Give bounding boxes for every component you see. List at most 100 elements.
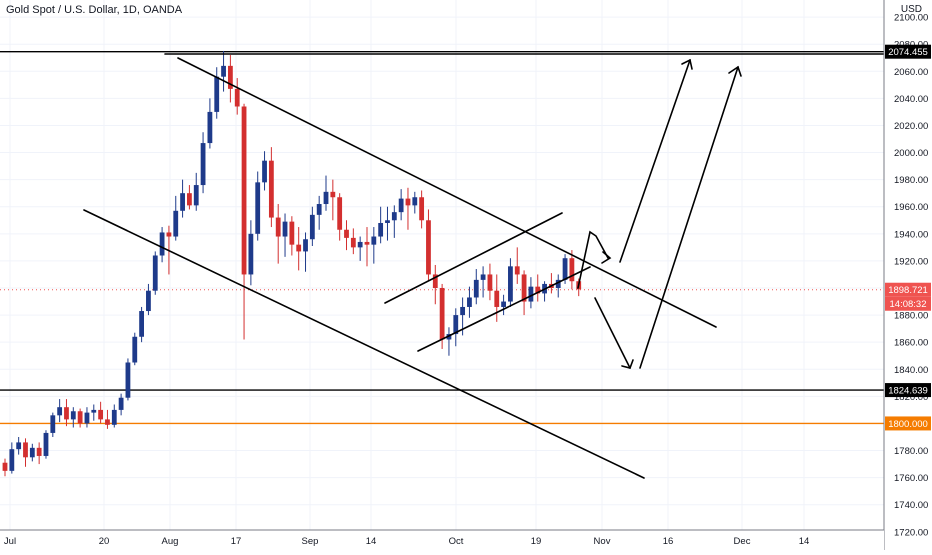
price-axis-background bbox=[884, 0, 932, 550]
price-tick-label: 1720.00 bbox=[894, 527, 928, 538]
candle-down bbox=[64, 407, 69, 420]
candle-up bbox=[9, 449, 15, 471]
candle-up bbox=[412, 197, 418, 206]
flag-upper-line bbox=[384, 212, 563, 304]
candle-up bbox=[84, 412, 90, 424]
price-tick-label: 1740.00 bbox=[894, 500, 928, 511]
price-tick-label: 1880.00 bbox=[894, 311, 928, 322]
time-tick-label: Jul bbox=[4, 536, 16, 547]
candle-down bbox=[419, 197, 425, 221]
arrow-up-target-2 bbox=[639, 66, 739, 369]
candle-up bbox=[132, 336, 138, 363]
candle-up bbox=[50, 415, 56, 433]
candle-down bbox=[234, 88, 240, 107]
price-tick-label: 2100.00 bbox=[894, 13, 928, 24]
candle-up bbox=[159, 232, 165, 256]
candle-down bbox=[268, 160, 274, 218]
price-tick-label: 1980.00 bbox=[894, 175, 928, 186]
arrow-head bbox=[728, 65, 742, 77]
candle-up bbox=[562, 258, 568, 280]
candle-up bbox=[467, 297, 472, 307]
flag-lower-line bbox=[417, 266, 591, 352]
price-tick-label: 1960.00 bbox=[894, 202, 928, 213]
price-tick-label: 1920.00 bbox=[894, 256, 928, 267]
candle-down bbox=[344, 229, 349, 238]
candle-up bbox=[111, 409, 117, 425]
candle-up bbox=[57, 407, 63, 416]
candle-down bbox=[535, 286, 541, 294]
candle-down bbox=[98, 409, 104, 420]
time-tick-label: 20 bbox=[99, 536, 110, 547]
candle-up bbox=[309, 214, 315, 240]
time-tick-label: Oct bbox=[449, 536, 464, 547]
candle-down bbox=[330, 191, 336, 198]
arrow-path-breakout bbox=[577, 230, 609, 289]
candle-down bbox=[227, 65, 233, 89]
price-tick-label: 2020.00 bbox=[894, 121, 928, 132]
candle-down bbox=[487, 274, 493, 291]
support-price-tag: 1824.639 bbox=[888, 386, 928, 397]
candle-down bbox=[439, 288, 445, 340]
candle-up bbox=[480, 274, 486, 280]
time-tick-label: 16 bbox=[663, 536, 674, 547]
candle-up bbox=[508, 266, 513, 302]
candle-up bbox=[70, 411, 76, 420]
candle-down bbox=[494, 290, 500, 307]
candle-up bbox=[180, 193, 185, 211]
arrow-up-target-1 bbox=[619, 59, 691, 263]
candle-up bbox=[528, 286, 534, 302]
candle-up bbox=[173, 210, 179, 237]
support-price-tag-bg bbox=[885, 383, 931, 398]
candle-up bbox=[282, 221, 288, 237]
candle-up bbox=[378, 222, 384, 237]
time-tick-label: 14 bbox=[799, 536, 810, 547]
price-tick-label: 1860.00 bbox=[894, 338, 928, 349]
currency-label: USD bbox=[900, 4, 922, 15]
candle-up bbox=[139, 311, 144, 337]
candle-up bbox=[555, 279, 561, 288]
candle-down bbox=[569, 258, 575, 282]
time-axis-background bbox=[0, 530, 884, 550]
candle-up bbox=[453, 315, 459, 335]
price-tick-label: 1780.00 bbox=[894, 446, 928, 457]
arrow-head bbox=[681, 58, 693, 70]
orange-level-tag: 1800.000 bbox=[888, 419, 928, 430]
countdown-tag: 14:08:32 bbox=[890, 299, 927, 310]
candle-down bbox=[364, 241, 370, 245]
candle-up bbox=[323, 191, 329, 205]
candle-up bbox=[473, 279, 479, 298]
last-price-tag-bg bbox=[885, 282, 931, 297]
candle-down bbox=[337, 197, 343, 230]
candle-down bbox=[275, 217, 281, 237]
candle-down bbox=[2, 462, 8, 471]
candle-up bbox=[193, 185, 199, 206]
time-tick-label: 19 bbox=[531, 536, 542, 547]
candle-up bbox=[398, 198, 404, 213]
channel-lower-line bbox=[83, 209, 645, 479]
candle-up bbox=[262, 160, 267, 183]
candle-down bbox=[241, 106, 247, 275]
candle-down bbox=[187, 193, 192, 206]
time-tick-label: Nov bbox=[594, 536, 611, 547]
candle-up bbox=[146, 290, 151, 312]
candle-up bbox=[29, 447, 35, 458]
arrow-head bbox=[601, 251, 612, 264]
time-tick-label: 14 bbox=[366, 536, 377, 547]
candle-down bbox=[289, 221, 295, 245]
candle-down bbox=[105, 419, 110, 425]
candle-up bbox=[118, 397, 124, 410]
candle-up bbox=[91, 409, 97, 413]
candle-down bbox=[432, 274, 438, 288]
price-tick-label: 1760.00 bbox=[894, 473, 928, 484]
candle-up bbox=[125, 362, 131, 398]
candle-up bbox=[357, 241, 363, 248]
candle-down bbox=[514, 266, 520, 275]
time-tick-label: Sep bbox=[302, 536, 319, 547]
candle-down bbox=[426, 220, 431, 275]
grid-layer bbox=[0, 0, 884, 533]
chart-title: Gold Spot / U.S. Dollar, 1D, OANDA bbox=[6, 4, 183, 16]
resistance-price-tag-bg bbox=[885, 44, 931, 59]
countdown-tag-bg bbox=[885, 296, 931, 311]
price-tick-label: 1820.00 bbox=[894, 392, 928, 403]
